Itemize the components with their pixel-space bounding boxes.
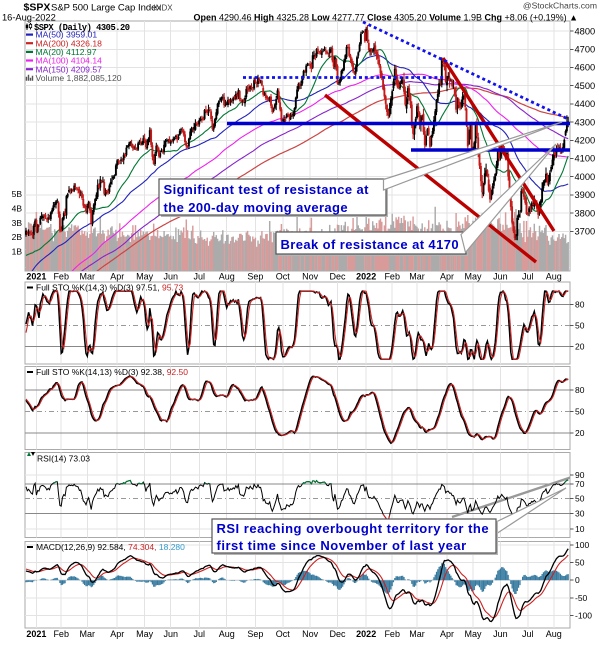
svg-text:$SPX (Daily) 4305.20: $SPX (Daily) 4305.20 [34, 23, 130, 33]
svg-text:4400: 4400 [575, 99, 596, 109]
svg-text:Jun: Jun [163, 629, 178, 639]
svg-text:30: 30 [575, 509, 585, 519]
svg-text:Nov: Nov [302, 629, 319, 639]
svg-text:4300: 4300 [575, 117, 596, 127]
svg-text:Apr: Apr [440, 272, 454, 282]
svg-text:4200: 4200 [575, 136, 596, 146]
svg-text:70: 70 [575, 479, 585, 489]
svg-text:May: May [464, 272, 482, 282]
svg-text:Mar: Mar [409, 629, 425, 639]
svg-text:May: May [136, 272, 154, 282]
svg-text:Feb: Feb [384, 272, 400, 282]
svg-text:Oct: Oct [276, 272, 291, 282]
svg-text:1B: 1B [12, 247, 23, 257]
svg-text:Jul: Jul [522, 272, 534, 282]
svg-text:RSI(14) 73.03: RSI(14) 73.03 [37, 454, 90, 464]
svg-text:Jun: Jun [493, 272, 508, 282]
svg-text:Nov: Nov [302, 272, 319, 282]
svg-text:10: 10 [575, 524, 585, 534]
svg-text:Sep: Sep [247, 272, 263, 282]
svg-text:Sep: Sep [247, 629, 263, 639]
svg-text:Mar: Mar [80, 629, 96, 639]
svg-text:the 200-day moving average: the 200-day moving average [164, 200, 349, 215]
svg-text:Aug: Aug [219, 629, 235, 639]
svg-text:Break of resistance at 4170: Break of resistance at 4170 [281, 237, 459, 252]
svg-text:2022: 2022 [356, 272, 376, 282]
svg-text:RSI reaching overbought territ: RSI reaching overbought territory for th… [217, 521, 490, 536]
svg-text:Apr: Apr [110, 272, 124, 282]
svg-text:MA(20) 4112.97: MA(20) 4112.97 [36, 47, 97, 57]
svg-text:20: 20 [575, 428, 585, 438]
svg-text:Jun: Jun [163, 272, 178, 282]
svg-text:Open 4290.46 High 4325.28 Low: Open 4290.46 High 4325.28 Low 4277.77 Cl… [193, 12, 578, 22]
svg-text:2021: 2021 [26, 629, 46, 639]
svg-text:0: 0 [575, 575, 580, 585]
svg-text:90: 90 [575, 470, 585, 480]
svg-text:@StockCharts.com: @StockCharts.com [523, 1, 597, 11]
svg-text:Aug: Aug [546, 629, 562, 639]
svg-text:Oct: Oct [276, 629, 291, 639]
svg-text:Aug: Aug [219, 272, 235, 282]
svg-text:2022: 2022 [356, 629, 376, 639]
svg-text:Jul: Jul [522, 629, 534, 639]
svg-text:MA(200) 4326.18: MA(200) 4326.18 [36, 38, 103, 48]
svg-text:5B: 5B [12, 189, 23, 199]
svg-text:80: 80 [575, 385, 585, 395]
svg-text:Apr: Apr [440, 629, 454, 639]
svg-text:MACD(12,26,9) 92.584, 74.304,: MACD(12,26,9) 92.584, 74.304, 18.280 [36, 542, 185, 552]
svg-text:Feb: Feb [53, 272, 69, 282]
svg-text:Feb: Feb [53, 629, 69, 639]
svg-text:MA(150) 4209.57: MA(150) 4209.57 [36, 64, 103, 74]
svg-text:50: 50 [575, 320, 585, 330]
svg-text:Volume 1,882,085,120: Volume 1,882,085,120 [36, 73, 122, 83]
svg-text:100: 100 [575, 540, 589, 550]
svg-text:Mar: Mar [80, 272, 96, 282]
svg-text:first time since November of l: first time since November of last year [217, 538, 467, 553]
svg-text:4600: 4600 [575, 63, 596, 73]
svg-text:3900: 3900 [575, 190, 596, 200]
svg-text:4500: 4500 [575, 81, 596, 91]
svg-text:MA(50) 3959.01: MA(50) 3959.01 [36, 30, 98, 40]
svg-text:20: 20 [575, 341, 585, 351]
svg-text:Aug: Aug [546, 272, 562, 282]
svg-text:-50: -50 [575, 593, 588, 603]
svg-text:$SPX: $SPX [24, 2, 51, 14]
svg-text:3800: 3800 [575, 208, 596, 218]
svg-text:50: 50 [575, 558, 585, 568]
svg-text:Feb: Feb [384, 629, 400, 639]
svg-text:May: May [464, 629, 482, 639]
svg-text:4100: 4100 [575, 154, 596, 164]
svg-text:3B: 3B [12, 218, 23, 228]
svg-text:Dec: Dec [329, 629, 346, 639]
svg-text:2021: 2021 [26, 272, 46, 282]
svg-text:Jun: Jun [493, 629, 508, 639]
svg-text:2B: 2B [12, 232, 23, 242]
svg-text:S&P 500 Large Cap Index: S&P 500 Large Cap Index [51, 3, 161, 14]
svg-text:50: 50 [575, 407, 585, 417]
svg-text:Full STO %K(14,3) %D(3) 97.51,: Full STO %K(14,3) %D(3) 97.51, 95.73 [36, 283, 184, 293]
svg-text:16-Aug-2022: 16-Aug-2022 [2, 12, 56, 22]
svg-text:50: 50 [575, 494, 585, 504]
svg-text:4800: 4800 [575, 26, 596, 36]
svg-text:Full STO %K(14,13) %D(3) 92.38: Full STO %K(14,13) %D(3) 92.38, 92.50 [36, 367, 188, 377]
svg-text:Jul: Jul [194, 629, 206, 639]
svg-text:Jul: Jul [194, 272, 206, 282]
svg-text:3700: 3700 [575, 227, 596, 237]
svg-text:MA(100) 4104.14: MA(100) 4104.14 [36, 56, 103, 66]
svg-text:Apr: Apr [110, 629, 124, 639]
svg-text:4000: 4000 [575, 172, 596, 182]
svg-text:May: May [136, 629, 154, 639]
svg-text:4B: 4B [12, 203, 23, 213]
svg-text:Significant test of resistance: Significant test of resistance at [164, 182, 370, 197]
svg-text:Mar: Mar [409, 272, 425, 282]
svg-text:4700: 4700 [575, 45, 596, 55]
svg-text:80: 80 [575, 299, 585, 309]
svg-text:-100: -100 [575, 611, 592, 621]
svg-text:INDX: INDX [154, 4, 174, 13]
svg-text:Dec: Dec [329, 272, 346, 282]
